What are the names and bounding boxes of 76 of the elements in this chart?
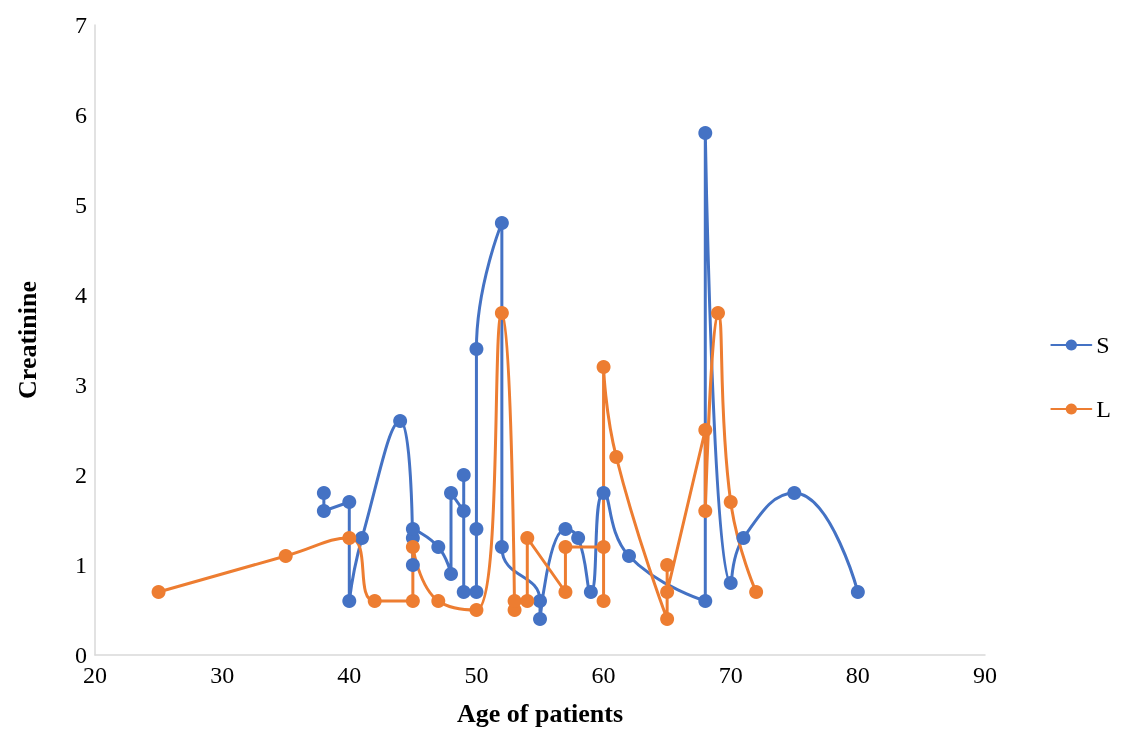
point [533,594,547,608]
point [533,612,547,626]
point [749,585,764,599]
point [405,540,420,554]
point [711,306,725,320]
point [456,504,471,518]
point [405,558,420,572]
point [558,585,573,599]
x-tick-label: 50 [464,662,489,688]
point [558,522,573,536]
x-tick-label: 30 [210,662,235,688]
point [596,486,611,500]
point [622,549,636,563]
point [456,468,471,482]
point [151,585,166,599]
point [507,594,522,608]
x-tick-label: 40 [337,662,362,688]
x-tick-label: 70 [718,662,743,688]
point [558,540,573,554]
y-tick-label: 7 [75,12,87,38]
point [494,216,509,230]
y-tick-label: 5 [75,192,87,218]
point [660,612,675,626]
point [494,306,509,320]
x-axis-title: Age of patients [456,698,624,728]
point [469,342,484,356]
point [698,504,713,518]
point [850,585,865,599]
point [660,585,675,599]
point [316,486,331,500]
x-tick-label: 90 [973,662,997,688]
y-tick-label: 3 [75,372,87,398]
y-tick-label: 2 [75,462,87,488]
y-tick-label: 4 [75,282,87,308]
point [596,540,611,554]
point [736,531,751,545]
point [342,594,357,608]
point [596,360,611,374]
point [316,504,331,518]
point [278,549,293,563]
y-tick-label: 1 [75,552,87,578]
point [787,486,802,500]
point [469,585,484,599]
point [723,576,738,590]
point [520,531,535,545]
point [342,531,357,545]
point [469,603,484,617]
point [367,594,382,608]
point [393,414,408,428]
point [456,585,471,599]
point [609,450,624,464]
point [405,522,420,536]
point [494,540,509,554]
y-tick-label: 6 [75,102,87,128]
point [520,594,535,608]
point [405,594,420,608]
point [723,495,738,509]
point [660,558,675,572]
point [698,423,713,437]
point [698,594,713,608]
point [596,594,611,608]
point [583,585,598,599]
point [444,567,458,581]
y-axis-title: Creatinine [12,281,42,399]
x-tick-label: 80 [845,662,870,688]
legend-label: L [1096,396,1112,422]
point [355,531,369,545]
point [698,126,713,140]
point [342,495,357,509]
point [431,540,446,554]
point [571,531,586,545]
point [469,522,484,536]
point [444,486,458,500]
legend-label: S [1096,332,1110,358]
x-tick-label: 60 [591,662,616,688]
point [431,594,446,608]
